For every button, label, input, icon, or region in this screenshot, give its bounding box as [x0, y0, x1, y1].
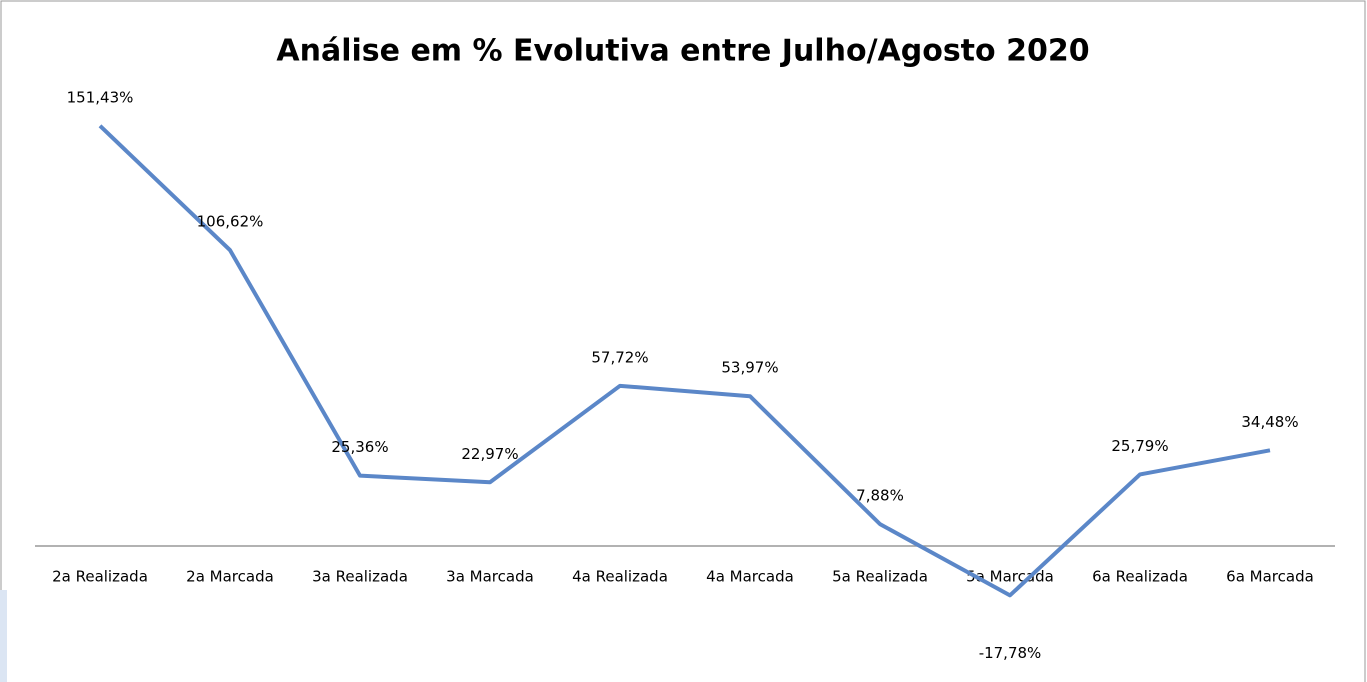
x-tick-label: 4a Realizada: [572, 568, 668, 586]
data-label: -17,78%: [979, 644, 1042, 662]
x-tick-label: 5a Marcada: [966, 568, 1054, 586]
x-tick-label: 6a Realizada: [1092, 568, 1188, 586]
x-tick-label: 3a Realizada: [312, 568, 408, 586]
x-tick-label: 3a Marcada: [446, 568, 534, 586]
data-label: 34,48%: [1241, 413, 1298, 431]
line-series: [98, 124, 1271, 598]
data-label: 25,79%: [1111, 437, 1168, 455]
x-tick-label: 2a Marcada: [186, 568, 274, 586]
x-tick-label: 6a Marcada: [1226, 568, 1314, 586]
data-label: 7,88%: [856, 487, 904, 505]
x-tick-label: 4a Marcada: [706, 568, 794, 586]
x-tick-label: 2a Realizada: [52, 568, 148, 586]
x-tick-label: 5a Realizada: [832, 568, 928, 586]
data-label: 151,43%: [67, 88, 134, 106]
data-label: 53,97%: [721, 359, 778, 377]
data-label: 106,62%: [197, 213, 264, 231]
data-label: 57,72%: [591, 348, 648, 366]
chart-title: Análise em % Evolutiva entre Julho/Agost…: [276, 34, 1089, 69]
data-label: 22,97%: [461, 445, 518, 463]
data-label: 25,36%: [331, 438, 388, 456]
side-strip: [0, 590, 7, 682]
